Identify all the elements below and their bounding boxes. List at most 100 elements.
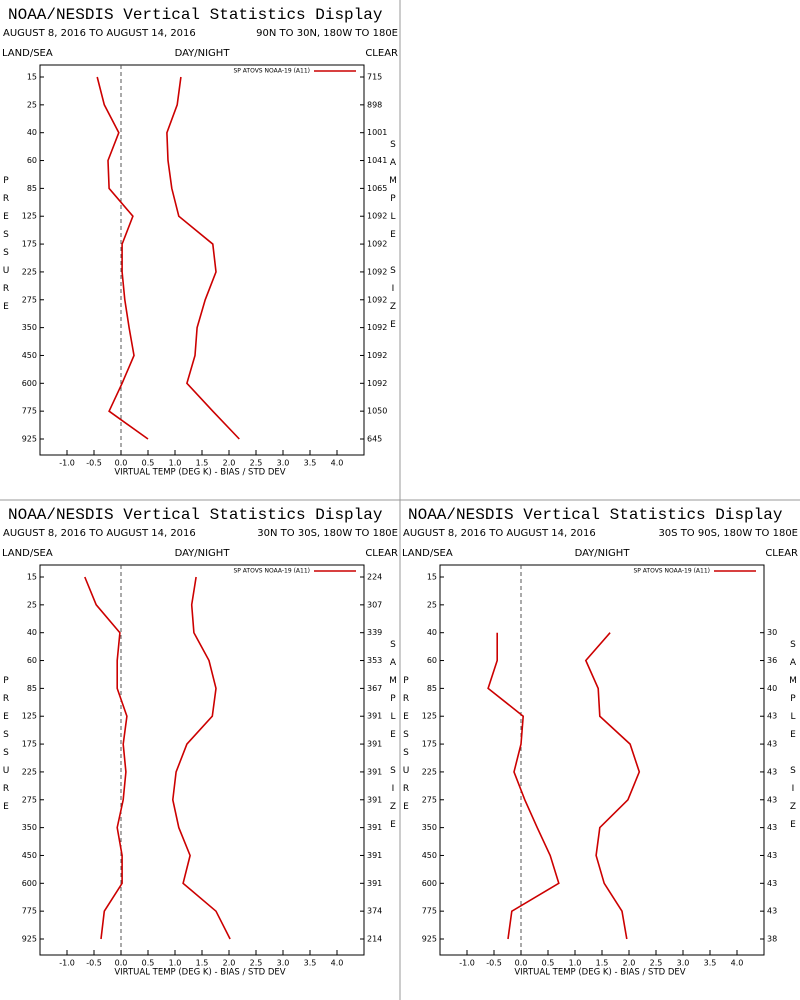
sample-size: 645 <box>367 435 382 444</box>
land-sea-label: LAND/SEA <box>2 48 53 59</box>
sample-size: 43 <box>767 712 777 721</box>
x-tick-label: 1.5 <box>196 959 209 968</box>
y-tick-label: 125 <box>22 712 37 721</box>
sample-size: 1092 <box>367 267 387 276</box>
series-line <box>96 76 149 440</box>
chart-title: NOAA/NESDIS Vertical Statistics Display <box>408 506 783 524</box>
y-tick-label: 775 <box>22 907 37 916</box>
sample-size: 43 <box>767 767 777 776</box>
sample-size: 353 <box>367 656 382 665</box>
legend-label: SP ATOVS NOAA-19 (A11) <box>633 568 710 575</box>
x-axis-label: VIRTUAL TEMP (DEG K) - BIAS / STD DEV <box>114 968 285 978</box>
series-line <box>487 632 560 940</box>
sample-size: 1041 <box>367 156 387 165</box>
x-tick-label: 1.0 <box>569 959 582 968</box>
axis-label: SAMPLE SIZE <box>788 640 798 838</box>
y-tick-label: 350 <box>22 823 37 832</box>
plot-frame <box>39 564 365 956</box>
sample-size: 1092 <box>367 212 387 221</box>
x-tick-label: 3.0 <box>277 959 290 968</box>
sample-size: 43 <box>767 851 777 860</box>
x-tick-label: 3.5 <box>704 959 717 968</box>
x-tick-label: 4.0 <box>331 459 344 468</box>
axis-label: PRESSURE <box>401 676 411 820</box>
land-sea-label: LAND/SEA <box>402 548 453 559</box>
y-tick-label: 15 <box>427 573 437 582</box>
clear-label: CLEAR <box>765 548 798 559</box>
x-tick-label: 0.0 <box>515 959 528 968</box>
sample-size: 367 <box>367 684 382 693</box>
sample-size: 214 <box>367 935 382 944</box>
sample-size: 43 <box>767 823 777 832</box>
series-line <box>166 76 240 440</box>
x-axis-label: VIRTUAL TEMP (DEG K) - BIAS / STD DEV <box>114 468 285 478</box>
y-tick-label: 225 <box>22 267 37 276</box>
x-tick-label: 4.0 <box>731 959 744 968</box>
y-tick-label: 275 <box>422 795 437 804</box>
sample-size: 307 <box>367 600 382 609</box>
legend-label: SP ATOVS NOAA-19 (A11) <box>233 568 310 575</box>
sample-size: 391 <box>367 851 382 860</box>
date-range: AUGUST 8, 2016 TO AUGUST 14, 2016 <box>3 28 196 39</box>
y-tick-label: 925 <box>22 435 37 444</box>
sample-size: 391 <box>367 767 382 776</box>
region: 30N TO 30S, 180W TO 180E <box>257 528 398 539</box>
y-tick-label: 925 <box>422 935 437 944</box>
sample-size: 1092 <box>367 351 387 360</box>
y-tick-label: 225 <box>22 767 37 776</box>
clear-label: CLEAR <box>365 548 398 559</box>
sample-size: 43 <box>767 740 777 749</box>
x-axis-label: VIRTUAL TEMP (DEG K) - BIAS / STD DEV <box>514 968 685 978</box>
plot-frame <box>439 564 765 956</box>
sample-size: 1092 <box>367 379 387 388</box>
sample-size: 30 <box>767 628 777 637</box>
y-tick-label: 925 <box>22 935 37 944</box>
sample-size: 1092 <box>367 295 387 304</box>
x-tick-label: -0.5 <box>86 459 102 468</box>
y-tick-label: 25 <box>27 100 37 109</box>
y-tick-label: 125 <box>422 712 437 721</box>
x-tick-label: 4.0 <box>331 959 344 968</box>
x-tick-label: -1.0 <box>459 959 475 968</box>
series-line <box>584 632 641 940</box>
day-night-label: DAY/NIGHT <box>175 548 231 559</box>
panel: NOAA/NESDIS Vertical Statistics Display A… <box>2 506 398 977</box>
y-tick-label: 175 <box>22 740 37 749</box>
sample-size: 43 <box>767 879 777 888</box>
x-tick-label: 1.5 <box>196 459 209 468</box>
axis-label: SAMPLE SIZE <box>388 640 398 838</box>
y-tick-label: 600 <box>422 879 437 888</box>
y-tick-label: 60 <box>27 656 37 665</box>
x-tick-label: 0.0 <box>115 959 128 968</box>
panel: NOAA/NESDIS Vertical Statistics Display A… <box>2 6 398 477</box>
y-tick-label: 225 <box>422 767 437 776</box>
sample-size: 43 <box>767 795 777 804</box>
sample-size: 40 <box>767 684 777 693</box>
sample-size: 1001 <box>367 128 387 137</box>
y-tick-label: 775 <box>22 407 37 416</box>
x-tick-label: 2.0 <box>223 959 236 968</box>
x-tick-label: 2.5 <box>650 959 663 968</box>
axis-label: PRESSURE <box>1 176 11 320</box>
x-tick-label: 2.0 <box>623 959 636 968</box>
sample-size: 391 <box>367 823 382 832</box>
sample-size: 339 <box>367 628 382 637</box>
axis-label: PRESSURE <box>1 676 11 820</box>
sample-size: 1092 <box>367 240 387 249</box>
x-tick-label: 0.5 <box>142 459 155 468</box>
x-tick-label: -1.0 <box>59 959 75 968</box>
y-tick-label: 60 <box>427 656 437 665</box>
y-tick-label: 15 <box>27 73 37 82</box>
y-tick-label: 125 <box>22 212 37 221</box>
date-range: AUGUST 8, 2016 TO AUGUST 14, 2016 <box>403 528 596 539</box>
y-tick-label: 85 <box>27 184 37 193</box>
sample-size: 1092 <box>367 323 387 332</box>
y-tick-label: 600 <box>22 879 37 888</box>
sample-size: 715 <box>367 73 382 82</box>
series-line <box>84 576 128 940</box>
y-tick-label: 600 <box>22 379 37 388</box>
region: 30S TO 90S, 180W TO 180E <box>658 528 798 539</box>
series-line <box>171 576 231 940</box>
x-tick-label: 2.5 <box>250 959 263 968</box>
y-tick-label: 15 <box>27 573 37 582</box>
